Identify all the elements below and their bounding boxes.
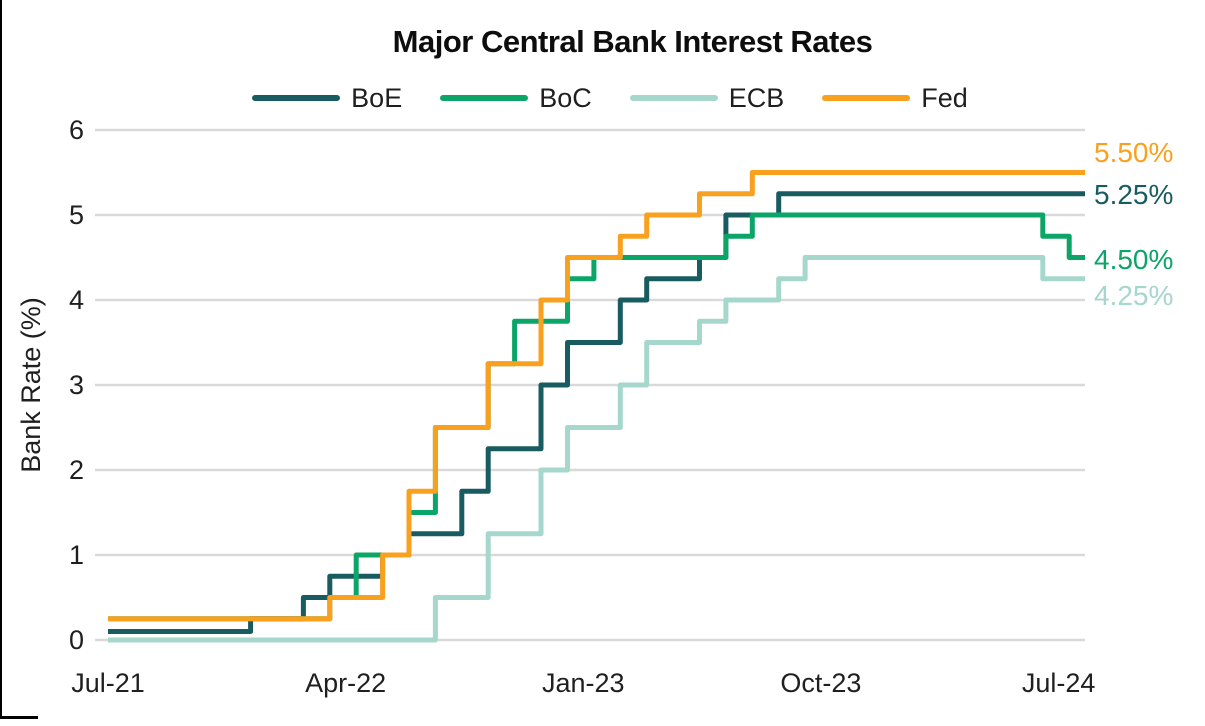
y-tick-3: 3	[68, 370, 84, 400]
fed-rate-line	[108, 170, 1085, 622]
legend-item-boc: BoC	[440, 83, 592, 114]
x-tick-jul-21: Jul-21	[71, 668, 145, 698]
chart-legend: BoE BoC ECB Fed	[60, 82, 1160, 114]
ecb-rate-line	[108, 255, 1085, 643]
legend-item-fed: Fed	[822, 83, 968, 114]
legend-item-ecb: ECB	[629, 82, 785, 114]
y-tick-5: 5	[68, 200, 84, 230]
y-axis-title: Bank Rate (%)	[16, 297, 46, 473]
fed-end-value-label: 5.50%	[1094, 136, 1174, 168]
table-border-bottom-stub	[0, 716, 38, 719]
chart-title: Major Central Bank Interest Rates	[392, 24, 873, 59]
fed-line-swatch-icon	[822, 95, 911, 101]
y-tick-6: 6	[68, 115, 84, 145]
ecb-line-swatch-icon	[629, 95, 718, 101]
y-tick-0: 0	[68, 625, 84, 655]
legend-label-boc: BoC	[539, 82, 592, 113]
x-tick-apr-22: Apr-22	[305, 668, 387, 698]
legend-item-boe: BoE	[252, 83, 402, 114]
legend-label-boe: BoE	[351, 82, 403, 113]
boe-end-value-label: 5.25%	[1094, 178, 1174, 210]
y-tick-2: 2	[68, 455, 84, 485]
x-tick-jan-23: Jan-23	[542, 668, 625, 698]
boc-line-swatch-icon	[440, 95, 529, 101]
boc-rate-line	[108, 212, 1085, 622]
boe-line-swatch-icon	[252, 95, 341, 101]
boc-end-value-label: 4.50%	[1094, 243, 1174, 275]
legend-label-fed: Fed	[921, 82, 968, 113]
x-tick-oct-23: Oct-23	[780, 668, 862, 698]
ecb-end-value-label: 4.25%	[1094, 279, 1174, 311]
y-tick-4: 4	[68, 285, 84, 315]
table-border-left	[0, 0, 2, 719]
y-tick-1: 1	[68, 540, 84, 570]
legend-label-ecb: ECB	[728, 82, 785, 113]
x-tick-jul-24: Jul-24	[1021, 668, 1096, 698]
